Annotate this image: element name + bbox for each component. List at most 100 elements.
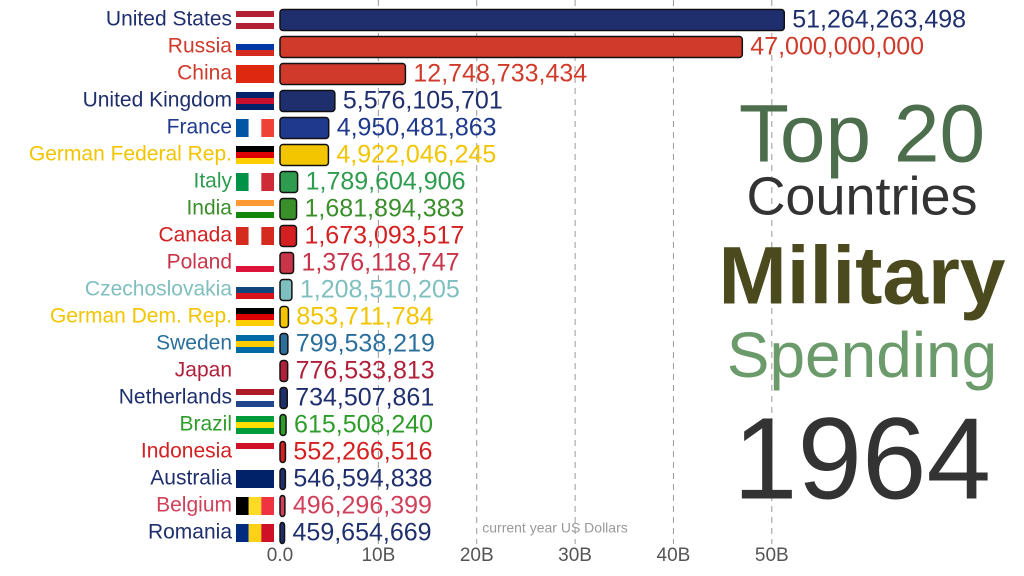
flag-stripe [236,401,274,407]
value-label: 1,376,118,747 [302,249,460,277]
category-label: Czechoslovakia [85,278,232,301]
category-label: India [186,197,232,220]
x-tick-label: 10B [361,545,395,566]
category-label: German Federal Rep. [29,143,232,166]
category-label: Sweden [156,332,232,355]
flag-stripe [261,524,274,542]
flag-stripe [236,389,274,395]
flag-stripe [236,158,274,164]
bar [279,494,286,518]
flag-stripe [236,455,274,461]
flag-stripe [236,449,274,455]
flag-stripe [236,320,274,326]
title-line: Countries [746,166,977,226]
flag-stripe [236,374,274,380]
flag-stripe [248,119,262,137]
x-axis-label: current year US Dollars [482,520,628,536]
bar [279,224,298,248]
flag-stripe [236,341,274,347]
flag-stripe [236,152,274,158]
x-tick-label: 20B [460,545,494,566]
bar [279,467,287,491]
flag-stripe [248,524,262,542]
flag-stripe [236,77,274,83]
flag-stripe [236,65,274,71]
flag-stripe [236,92,274,98]
flag-stripe [236,368,274,374]
flag-stripe [236,173,249,191]
flag-stripe [236,254,274,260]
flag-stripe [248,497,262,515]
x-tick-label: 50B [755,545,789,566]
flag-stripe [236,50,274,56]
x-tick-label: 40B [657,545,691,566]
year-label: 1964 [733,394,991,524]
flag-stripe [236,293,274,299]
flag-stripe [236,314,274,320]
value-label: 459,654,669 [293,519,432,547]
flag-stripe [236,347,274,353]
bar [279,197,298,221]
value-label: 47,000,000,000 [750,33,924,61]
value-label: 496,296,399 [293,492,432,520]
category-label: Belgium [156,494,232,517]
flag-stripe [236,206,274,212]
bar [279,35,744,59]
flag-stripe [236,482,274,488]
category-label: China [177,62,232,85]
flag-stripe [248,173,262,191]
flag-stripe [236,44,274,50]
flag-stripe [261,227,274,245]
flag-stripe [236,416,274,422]
value-label: 776,533,813 [296,357,435,385]
category-label: Japan [175,359,232,382]
flag-stripe [236,200,274,206]
value-label: 1,681,894,383 [305,195,465,223]
value-label: 615,508,240 [294,411,433,439]
flag-stripe [236,422,274,428]
flag-stripe [236,260,274,266]
category-label: Australia [150,467,232,490]
category-label: Romania [148,521,232,544]
flag-stripe [236,119,249,137]
flag-stripe [236,443,274,449]
flag-stripe [261,173,274,191]
flag-stripe [236,308,274,314]
value-label: 1,673,093,517 [304,222,464,250]
bar [279,413,287,437]
title-line: Top 20 [739,89,985,180]
flag-stripe [236,470,274,476]
flag-stripe [236,266,274,272]
flag-stripe [236,428,274,434]
value-label: 51,264,263,498 [792,6,966,34]
value-label: 1,789,604,906 [306,168,466,196]
value-label: 853,711,784 [296,303,433,331]
category-label: Canada [158,224,232,247]
flag-stripe [236,17,274,23]
category-label: United Kingdom [83,89,232,112]
flag-stripe [261,119,274,137]
value-label: 799,538,219 [296,330,435,358]
bar [279,8,786,32]
bar [279,305,290,329]
flag-stripe [236,476,274,482]
category-label: Russia [168,35,233,58]
flag-stripe [236,146,274,152]
value-label: 4,922,046,245 [336,141,496,169]
bar [279,170,299,194]
category-label: Indonesia [141,440,232,463]
category-label: Netherlands [119,386,232,409]
bar [279,278,293,302]
flag-stripe [236,212,274,218]
bar [279,440,287,464]
flag-stripe [236,287,274,293]
category-label: German Dem. Rep. [50,305,232,328]
bar [279,332,289,356]
flag-stripe [236,104,274,110]
title-line: Military [718,231,1005,322]
category-label: France [167,116,232,139]
flag-stripe [236,23,274,29]
bar [279,62,407,86]
value-label: 552,266,516 [293,438,432,466]
category-label: Italy [193,170,232,193]
